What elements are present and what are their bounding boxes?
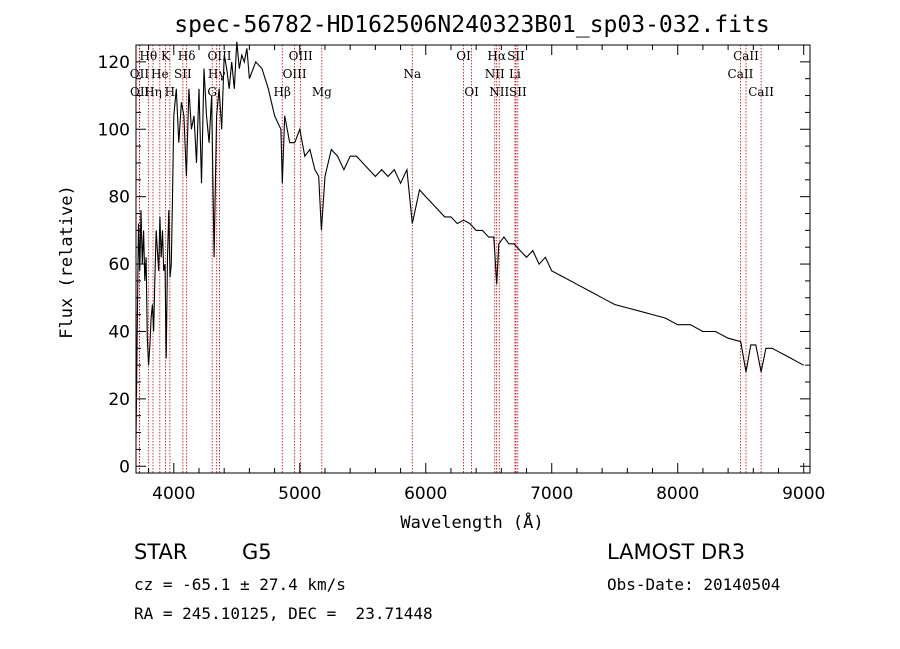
spectrum-line: [135, 41, 804, 440]
y-tick-label-6: 120: [98, 53, 130, 73]
line-label-23: NII: [489, 85, 509, 99]
line-label-3: K: [161, 49, 171, 63]
y-tick-label-0: 0: [119, 457, 130, 477]
object-subclass: G5: [242, 540, 272, 564]
coordinates-readout: RA = 245.10125, DEC = 23.71448: [134, 604, 433, 623]
line-label-2: OII: [130, 85, 150, 99]
x-tick-label-1: 5000: [278, 484, 321, 504]
line-label-10: Hγ: [208, 67, 226, 81]
line-label-21: NII: [485, 67, 505, 81]
x-tick-label-0: 4000: [152, 484, 195, 504]
line-label-13: OIII: [283, 67, 307, 81]
plot-frame: [135, 44, 811, 474]
line-label-20: SII: [507, 49, 525, 63]
object-class: STAR: [134, 540, 188, 564]
spectrum-chart: spec-56782-HD162506N240323B01_sp03-032.f…: [57, 12, 825, 533]
line-label-1: OII: [130, 67, 150, 81]
chart-title: spec-56782-HD162506N240323B01_sp03-032.f…: [174, 12, 769, 38]
x-tick-label-3: 7000: [530, 484, 573, 504]
line-label-14: Hβ: [274, 85, 291, 99]
line-label-27: CaII: [748, 85, 774, 99]
axis-ticks: 4000 5000 6000 7000 8000 9000 0 20 40 60 80 100 120: [98, 45, 825, 504]
line-label-18: OI: [464, 85, 479, 99]
line-label-25: CaII: [733, 49, 759, 63]
line-label-26: CaII: [728, 67, 754, 81]
line-label-22: Li: [509, 67, 521, 81]
y-tick-label-2: 40: [108, 322, 130, 342]
line-label-12: OIII: [289, 49, 313, 63]
line-label-16: Na: [403, 67, 421, 81]
line-label-group: Hθ OII OII K He Hη Hδ SII H OIII Hγ G OIII OIII Hβ Mg Na…: [130, 49, 775, 99]
line-label-9: OIII: [207, 49, 231, 63]
x-axis-label: Wavelength (Å): [400, 511, 543, 533]
x-tick-label-2: 6000: [404, 484, 447, 504]
y-tick-label-4: 80: [108, 188, 130, 208]
line-label-24: SII: [509, 85, 527, 99]
line-marker-group: [139, 45, 762, 473]
line-label-15: Mg: [312, 85, 332, 99]
y-tick-label-5: 100: [98, 120, 130, 140]
y-tick-label-3: 60: [108, 255, 130, 275]
line-label-7: SII: [174, 67, 192, 81]
line-label-4: He: [151, 67, 169, 81]
y-tick-label-1: 20: [108, 390, 130, 410]
line-label-17: OI: [456, 49, 471, 63]
line-label-5: Hη: [144, 85, 162, 99]
x-tick-label-4: 8000: [656, 484, 699, 504]
line-label-8: H: [165, 85, 175, 99]
redshift-readout: cz = -65.1 ± 27.4 km/s: [134, 575, 346, 594]
x-tick-label-5: 9000: [782, 484, 825, 504]
line-label-19: Hα: [487, 49, 506, 63]
survey-name: LAMOST DR3: [607, 540, 746, 564]
line-label-11: G: [207, 85, 217, 99]
line-label-6: Hδ: [178, 49, 196, 63]
y-axis-label: Flux (relative): [57, 185, 77, 339]
line-label-0: Hθ: [139, 49, 157, 63]
observation-date: Obs-Date: 20140504: [607, 575, 781, 594]
